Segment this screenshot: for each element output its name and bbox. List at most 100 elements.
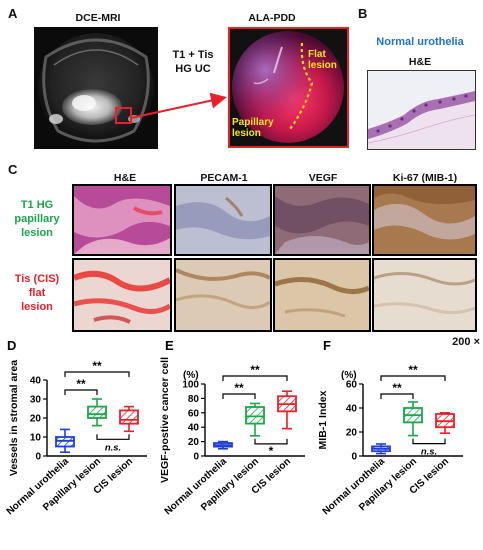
papillary-lesion-line-1: Papillary bbox=[232, 117, 274, 128]
y-tick-label: 80 bbox=[188, 394, 200, 405]
y-axis-label: VEGF-postive cancer cell bbox=[159, 357, 171, 483]
papillary-lesion-line-2: lesion bbox=[232, 128, 261, 139]
row-cis-line-3: lesion bbox=[21, 301, 53, 313]
chart-e: E (%) VEGF-postive cancer cell 0 20 40 60 80 100… bbox=[159, 340, 305, 517]
column-vegf: VEGF bbox=[308, 172, 338, 184]
row-cis-line-1: Tis (CIS) bbox=[14, 273, 60, 285]
flat-lesion-line-2: lesion bbox=[308, 60, 337, 71]
significance-label: n.s. bbox=[105, 442, 121, 453]
significance-label: ** bbox=[76, 377, 86, 391]
y-axis-label: Vessels in stromal area bbox=[8, 360, 20, 476]
y-tick-label: 60 bbox=[188, 408, 200, 419]
significance-label: ** bbox=[234, 381, 244, 395]
x-category-label: Papillary lesion bbox=[357, 456, 419, 513]
stage-line-2: HG UC bbox=[175, 63, 211, 75]
y-axis-label: MIB-1 Index bbox=[317, 390, 329, 449]
column-pecam1: PECAM-1 bbox=[200, 172, 248, 184]
y-tick-label: 30 bbox=[30, 395, 42, 406]
significance-bracket: ** bbox=[222, 363, 288, 381]
tile-cis-he bbox=[72, 258, 172, 332]
ala-pdd-image: Flat lesion Papillary lesion bbox=[228, 27, 349, 148]
tile-papillary-he bbox=[72, 184, 172, 256]
normal-urothelia-image bbox=[367, 70, 476, 150]
box-1: Papillary lesion bbox=[199, 402, 265, 513]
row-papillary-line-2: papillary bbox=[14, 213, 60, 225]
y-tick-label: 0 bbox=[35, 452, 41, 463]
flat-lesion-line-1: Flat bbox=[308, 49, 326, 60]
connector-arrow bbox=[130, 92, 227, 119]
box-iqr bbox=[119, 409, 139, 425]
papillary-lesion-label: Papillary lesion bbox=[232, 117, 274, 139]
tile-cis-vegf bbox=[273, 258, 371, 332]
tile-cis-vegf-graphic bbox=[275, 260, 369, 330]
box-iqr bbox=[87, 405, 107, 419]
normal-urothelia-title: Normal urothelia bbox=[376, 36, 464, 48]
significance-label: * bbox=[269, 444, 274, 458]
significance-bracket: * bbox=[254, 438, 288, 458]
box-1: Papillary lesion bbox=[357, 401, 423, 513]
significance-bracket: n.s. bbox=[96, 434, 130, 453]
tile-cis-he-graphic bbox=[74, 260, 170, 330]
ala-pdd-title: ALA-PDD bbox=[248, 12, 296, 24]
tile-cis-pecam-graphic bbox=[176, 260, 270, 330]
y-tick-label: 20 bbox=[188, 437, 200, 448]
flat-lesion-label: Flat lesion bbox=[308, 49, 337, 71]
panel-letter: E bbox=[165, 340, 174, 353]
y-unit: (%) bbox=[183, 370, 199, 381]
stage-line-1: T1 + Tis bbox=[172, 49, 214, 61]
mri-highlight-box bbox=[115, 107, 132, 124]
box-iqr bbox=[245, 406, 265, 425]
tile-papillary-ki67 bbox=[372, 184, 477, 256]
tile-papillary-pecam bbox=[174, 184, 272, 256]
row-cis-line-2: flat bbox=[28, 287, 46, 299]
x-category-label: Papillary lesion bbox=[41, 456, 103, 513]
y-tick-label: 40 bbox=[346, 404, 358, 415]
y-tick-label: 40 bbox=[30, 376, 42, 387]
significance-label: ** bbox=[408, 363, 418, 377]
y-tick-label: 100 bbox=[182, 380, 199, 391]
panel-c-letter: C bbox=[8, 162, 18, 177]
y-unit: (%) bbox=[341, 370, 357, 381]
significance-bracket: ** bbox=[64, 359, 130, 377]
tile-cis-ki67-graphic bbox=[374, 260, 475, 330]
normal-urothelia-graphic bbox=[368, 71, 475, 149]
column-ki67: Ki-67 (MIB-1) bbox=[392, 172, 458, 184]
y-tick-label: 60 bbox=[346, 380, 358, 391]
significance-bracket: ** bbox=[380, 363, 446, 381]
row-label-papillary: T1 HG papillary lesion bbox=[3, 198, 71, 240]
panel-b-letter: B bbox=[358, 6, 368, 21]
row-label-cis: Tis (CIS) flat lesion bbox=[3, 272, 71, 314]
box-iqr bbox=[55, 436, 75, 448]
x-category-label: Papillary lesion bbox=[199, 456, 261, 513]
tile-cis-ki67 bbox=[372, 258, 477, 332]
ala-pdd-graphic bbox=[232, 31, 344, 143]
panel-a-letter: A bbox=[8, 6, 18, 21]
y-tick-label: 20 bbox=[30, 414, 42, 425]
row-papillary-line-1: T1 HG bbox=[20, 199, 54, 211]
y-tick-label: 20 bbox=[346, 428, 358, 439]
stage-label: T1 + Tis HG UC bbox=[160, 48, 226, 76]
significance-label: ** bbox=[92, 359, 102, 373]
column-he: H&E bbox=[113, 172, 137, 184]
significance-label: ** bbox=[392, 381, 402, 395]
tile-papillary-ki67-graphic bbox=[374, 186, 475, 254]
y-tick-label: 10 bbox=[30, 433, 42, 444]
panel-letter: F bbox=[323, 340, 331, 353]
y-tick-label: 0 bbox=[351, 452, 357, 463]
row-papillary-line-3: lesion bbox=[21, 227, 53, 239]
significance-label: n.s. bbox=[421, 447, 437, 458]
tile-papillary-vegf-graphic bbox=[275, 186, 369, 254]
mri-image bbox=[34, 27, 158, 149]
significance-bracket: ** bbox=[380, 381, 414, 399]
magnification-label: 200 × bbox=[452, 336, 480, 348]
y-tick-label: 0 bbox=[193, 452, 199, 463]
tile-papillary-he-graphic bbox=[74, 186, 170, 254]
panel-b-stain-label: H&E bbox=[408, 56, 432, 68]
significance-bracket: n.s. bbox=[412, 438, 446, 458]
tile-cis-pecam bbox=[174, 258, 272, 332]
y-tick-label: 40 bbox=[188, 423, 200, 434]
tile-papillary-pecam-graphic bbox=[176, 186, 270, 254]
